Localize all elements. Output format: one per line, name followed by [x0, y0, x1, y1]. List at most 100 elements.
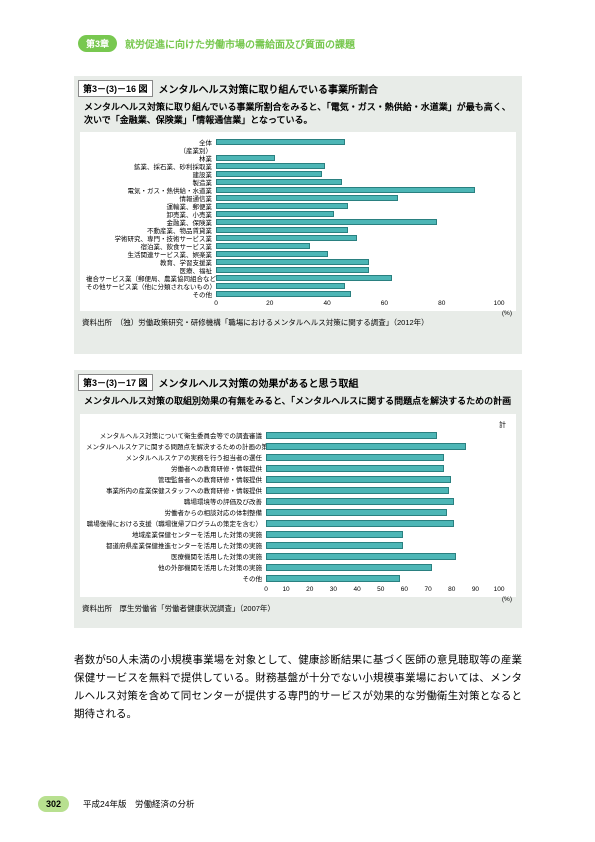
bar-label: その他: [86, 573, 266, 583]
axis-tick: 100: [494, 586, 505, 593]
bar-label: 労働者への教育研修・情報提供: [86, 463, 266, 473]
figure-2-bar-row: 医療機関を活用した対策の実施: [86, 551, 510, 562]
figure-2-bar-row: メンタルヘルスケアの実務を行う担当者の選任: [86, 452, 510, 463]
figure-2-bar-row: 労働者からの相談対応の体制整備: [86, 507, 510, 518]
figure-2-header: 第3－(3)－17 図 メンタルヘルス対策の効果があると思う取組: [78, 374, 518, 391]
figure-2-bar-row: その他: [86, 573, 510, 584]
figure-1: 第3－(3)－16 図 メンタルヘルス対策に取り組んでいる事業所割合 メンタルヘ…: [74, 76, 522, 354]
figure-1-bar-row: その他: [86, 290, 510, 298]
bar-fill: [216, 171, 322, 177]
bar-track: [216, 195, 510, 201]
bar-label: 地域産業保健センターを活用した対策の実施: [86, 529, 266, 539]
bar-label: 管理監督者への教育研修・情報提供: [86, 474, 266, 484]
axis-tick: 0: [214, 300, 218, 307]
bar-track: [216, 211, 510, 217]
bar-label: 都道府県産業保健推進センターを活用した対策の実施: [86, 540, 266, 550]
bar-label: その他: [86, 289, 216, 299]
figure-2-number: 第3－(3)－17 図: [78, 374, 153, 391]
bar-label: メンタルヘルスケアの実務を行う担当者の選任: [86, 452, 266, 462]
bar-fill: [216, 139, 345, 145]
bar-fill: [216, 187, 475, 193]
bar-track: [216, 227, 510, 233]
axis-tick: 20: [306, 586, 313, 593]
figure-1-header: 第3－(3)－16 図 メンタルヘルス対策に取り組んでいる事業所割合: [78, 80, 518, 97]
figure-2-bar-row: 事業所内の産業保健スタッフへの教育研修・情報提供: [86, 485, 510, 496]
axis-tick: 40: [353, 586, 360, 593]
figure-1-subtitle: メンタルヘルス対策に取り組んでいる事業所割合をみると、「電気・ガス・熱供給・水道…: [84, 101, 512, 126]
figure-2-bar-row: メンタルヘルス対策について衛生委員会等での調査審議: [86, 430, 510, 441]
bar-track: [216, 291, 510, 297]
figure-2-bar-row: 都道府県産業保健推進センターを活用した対策の実施: [86, 540, 510, 551]
bar-fill: [216, 219, 437, 225]
axis-tick: 60: [401, 586, 408, 593]
bar-fill: [216, 155, 275, 161]
axis-tick: 90: [472, 586, 479, 593]
bar-track: [216, 179, 510, 185]
figure-2-bar-row: 労働者への教育研修・情報提供: [86, 463, 510, 474]
bar-fill: [216, 235, 357, 241]
bar-fill: [266, 432, 437, 439]
bar-track: [216, 203, 510, 209]
figure-2-axis: 0102030405060708090100(%): [86, 586, 510, 593]
figure-2-unit: (%): [502, 596, 512, 603]
bar-track: [266, 498, 510, 505]
bar-label: 職場復帰における支援（職場復帰プログラムの策定を含む）: [86, 518, 266, 528]
bar-track: [216, 147, 510, 153]
page-header: 第3章 就労促進に向けた労働市場の需給面及び質面の課題: [78, 35, 355, 52]
axis-tick: 0: [264, 586, 268, 593]
bar-fill: [216, 163, 325, 169]
figure-2-source: 資料出所 厚生労働省「労働者健康状況調査」（2007年）: [82, 603, 514, 614]
bar-fill: [216, 227, 348, 233]
bar-track: [216, 251, 510, 257]
bar-label: 他の外部機関を活用した対策の実施: [86, 562, 266, 572]
bar-track: [266, 564, 510, 571]
bar-fill: [266, 553, 456, 560]
figure-1-axis: 020406080100(%): [86, 300, 510, 307]
axis-tick: 100: [494, 300, 505, 307]
figure-2-bar-row: 管理監督者への教育研修・情報提供: [86, 474, 510, 485]
bar-label: 医療機関を活用した対策の実施: [86, 551, 266, 561]
bar-track: [266, 432, 510, 439]
figure-2-subtitle: メンタルヘルス対策の取組別効果の有無をみると、「メンタルヘルスに関する問題点を解…: [84, 395, 512, 408]
figure-2-title: メンタルヘルス対策の効果があると思う取組: [159, 375, 359, 390]
bar-fill: [266, 575, 400, 582]
axis-tick: 70: [424, 586, 431, 593]
bar-track: [216, 163, 510, 169]
bar-fill: [216, 203, 348, 209]
axis-tick: 80: [438, 300, 445, 307]
bar-track: [266, 531, 510, 538]
bar-label: 労働者からの相談対応の体制整備: [86, 507, 266, 517]
bar-label: メンタルヘルスケアに関する問題点を解決するための計画の策定と実施: [86, 441, 266, 451]
bar-fill: [266, 465, 444, 472]
page-number: 302: [38, 796, 69, 812]
bar-track: [216, 235, 510, 241]
bar-fill: [266, 520, 454, 527]
bar-track: [216, 283, 510, 289]
bar-fill: [216, 259, 369, 265]
bar-track: [216, 267, 510, 273]
bar-fill: [216, 195, 398, 201]
bar-track: [266, 553, 510, 560]
bar-fill: [216, 283, 345, 289]
bar-track: [266, 487, 510, 494]
bar-fill: [216, 179, 342, 185]
figure-2-bar-row: 職場復帰における支援（職場復帰プログラムの策定を含む）: [86, 518, 510, 529]
bar-track: [266, 520, 510, 527]
bar-label: 事業所内の産業保健スタッフへの教育研修・情報提供: [86, 485, 266, 495]
bar-track: [266, 542, 510, 549]
bar-track: [266, 476, 510, 483]
figure-1-chart: 全体（産業別）林業鉱業、採石業、砂利採取業建設業製造業電気・ガス・熱供給・水道業…: [80, 132, 516, 311]
bar-fill: [266, 476, 451, 483]
figure-1-title: メンタルヘルス対策に取り組んでいる事業所割合: [159, 81, 379, 96]
bar-track: [216, 187, 510, 193]
bar-fill: [266, 542, 403, 549]
body-paragraph: 者数が50人未満の小規模事業場を対象として、健康診断結果に基づく医師の意見聴取等…: [74, 652, 522, 723]
bar-fill: [216, 243, 310, 249]
bar-fill: [266, 531, 403, 538]
figure-2-bar-row: 他の外部機関を活用した対策の実施: [86, 562, 510, 573]
bar-fill: [216, 251, 328, 257]
bar-track: [266, 454, 510, 461]
chapter-title: 就労促進に向けた労働市場の需給面及び質面の課題: [125, 36, 355, 51]
bar-track: [216, 139, 510, 145]
figure-2: 第3－(3)－17 図 メンタルヘルス対策の効果があると思う取組 メンタルヘルス…: [74, 370, 522, 628]
